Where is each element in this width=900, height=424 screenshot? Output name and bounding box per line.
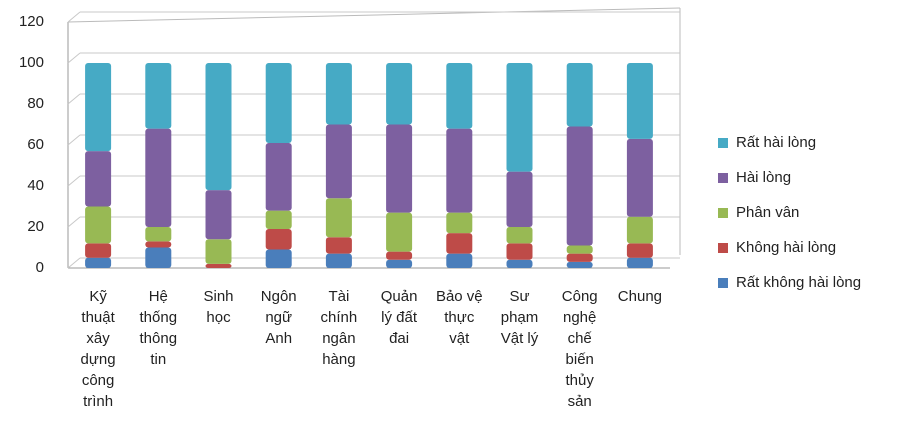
- legend-label: Phân vân: [736, 204, 799, 221]
- y-tick-label: 40: [27, 177, 44, 194]
- legend-label: Không hài lòng: [736, 239, 836, 256]
- bar-segment: [506, 227, 533, 244]
- x-tick-label: Sư phạm Vật lý: [501, 288, 539, 347]
- bar-segment: [145, 227, 172, 242]
- bar-segment: [325, 253, 352, 268]
- x-tick-label: Chung: [618, 288, 662, 305]
- x-tick-label: Công nghệ chế biến thủy sản: [562, 288, 598, 410]
- y-tick-label: 60: [27, 136, 44, 153]
- bar-segment: [506, 171, 533, 227]
- bar-segment: [566, 253, 593, 262]
- grid-line: [67, 11, 81, 23]
- bar-segment: [626, 257, 653, 268]
- legend-label: Rất hài lòng: [736, 134, 816, 151]
- x-tick-label: Sinh học: [203, 288, 233, 326]
- x-tick-label: Kỹ thuật xây dựng công trình: [81, 288, 116, 410]
- bar-segment: [386, 251, 413, 260]
- bar-segment: [446, 63, 473, 129]
- bar-segment: [205, 263, 232, 268]
- x-tick-label: Quản lý đất đai: [381, 288, 418, 347]
- bar-segment: [566, 245, 593, 254]
- bar-segment: [626, 216, 653, 244]
- x-tick-label: Ngôn ngữ Anh: [261, 288, 297, 347]
- y-tick-label: 80: [27, 95, 44, 112]
- grid-line: [67, 257, 81, 269]
- bar-segment: [566, 63, 593, 127]
- legend-swatch: [718, 243, 728, 253]
- bar-segment: [205, 239, 232, 264]
- bar-segment: [506, 259, 533, 268]
- bar-segment: [205, 63, 232, 191]
- grid-line: [67, 216, 81, 228]
- x-tick-label: Bảo vệ thực vật: [436, 288, 483, 347]
- bar-segment: [386, 259, 413, 268]
- bar-segment: [85, 257, 112, 268]
- bar-segment: [325, 63, 352, 125]
- legend-swatch: [718, 278, 728, 288]
- bar-segment: [265, 229, 292, 250]
- bar-segment: [205, 190, 232, 240]
- bar-segment: [145, 63, 172, 129]
- bar-segment: [85, 63, 112, 152]
- grid-line: [67, 52, 81, 64]
- legend-swatch: [718, 208, 728, 218]
- bar-segment: [626, 138, 653, 217]
- bar-segment: [566, 126, 593, 246]
- y-tick-label: 20: [27, 218, 44, 235]
- grid-line: [67, 93, 81, 105]
- grid-line: [67, 134, 81, 146]
- legend-swatch: [718, 173, 728, 183]
- bar-segment: [265, 142, 292, 211]
- legend-label: Rất không hài lòng: [736, 274, 861, 291]
- bar-segment: [145, 247, 172, 268]
- bar-segment: [446, 128, 473, 213]
- bar-segment: [626, 243, 653, 258]
- bar-segment: [85, 243, 112, 258]
- bar-segment: [265, 63, 292, 143]
- bar-segment: [506, 243, 533, 260]
- bar-segment: [265, 210, 292, 230]
- bar-segment: [386, 212, 413, 252]
- legend-swatch: [718, 138, 728, 148]
- x-tick-label: Hệ thống thông tin: [140, 288, 178, 368]
- y-tick-label: 120: [19, 13, 44, 30]
- bar-segment: [446, 212, 473, 234]
- x-tick-label: Tài chính ngân hàng: [321, 288, 358, 368]
- y-tick-label: 100: [19, 54, 44, 71]
- bar-segment: [265, 249, 292, 268]
- grid-line: [67, 175, 81, 187]
- bar-segment: [506, 63, 533, 172]
- plot-top: [67, 7, 681, 23]
- bar-segment: [325, 124, 352, 199]
- bar-segment: [145, 128, 172, 227]
- bar-segment: [386, 124, 413, 213]
- bar-segment: [325, 198, 352, 238]
- bar-segment: [325, 237, 352, 254]
- bar-segment: [145, 241, 172, 248]
- bar-segment: [85, 151, 112, 207]
- bar-segment: [85, 206, 112, 244]
- bar-segment: [386, 63, 413, 125]
- bar-segment: [626, 63, 653, 139]
- bar-segment: [446, 233, 473, 254]
- bar-segment: [446, 253, 473, 268]
- bar-segment: [566, 261, 593, 268]
- legend-label: Hài lòng: [736, 169, 791, 186]
- y-tick-label: 0: [36, 259, 44, 276]
